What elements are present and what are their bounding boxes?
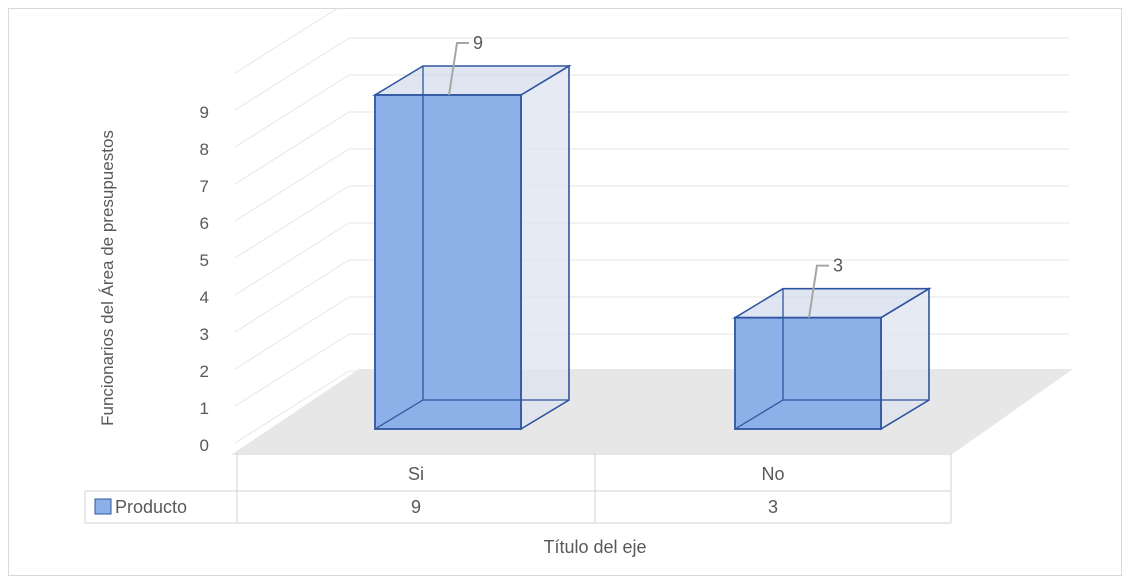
y-tick-label: 5 <box>200 251 209 270</box>
bar-front <box>374 94 522 430</box>
y-tick-label: 8 <box>200 140 209 159</box>
bar-no <box>732 287 932 431</box>
bars <box>372 64 932 431</box>
gridline-side <box>234 0 350 74</box>
data-label: 3 <box>833 256 843 276</box>
bar-si <box>372 64 572 431</box>
chart-frame: 0 1 2 3 4 5 6 7 8 9 Funcionarios del Área de pres… <box>8 0 1122 576</box>
category-label: No <box>761 464 784 484</box>
data-label-leader <box>448 42 469 96</box>
y-tick-label: 4 <box>200 288 209 307</box>
gridline-side <box>234 37 350 111</box>
gridline-side <box>234 296 350 370</box>
gridline-side <box>234 370 350 444</box>
gridline-side <box>234 111 350 185</box>
y-tick-label: 2 <box>200 362 209 381</box>
y-tick-label: 7 <box>200 177 209 196</box>
y-tick-label: 1 <box>200 399 209 418</box>
legend-swatch <box>94 498 112 515</box>
y-axis-label: Funcionarios del Área de presupuestos <box>98 130 117 426</box>
chart-floor <box>231 369 1073 455</box>
data-label: 9 <box>473 33 483 53</box>
data-label-leader <box>808 264 829 318</box>
gridline-side <box>234 185 350 259</box>
category-label: Si <box>408 464 424 484</box>
x-axis-label: Título del eje <box>543 537 646 557</box>
gridline-side <box>234 259 350 333</box>
y-tick-label: 0 <box>200 436 209 455</box>
bar-front <box>734 316 882 430</box>
data-table: Si 9 No 3 Producto <box>84 453 952 524</box>
data-labels: 93 <box>448 33 843 318</box>
bar-back-edges <box>734 288 929 430</box>
y-tick-label: 9 <box>200 103 209 122</box>
bar-back-edges <box>374 66 569 430</box>
gridline-side <box>234 148 350 222</box>
table-value: 3 <box>768 497 778 517</box>
y-tick-label: 3 <box>200 325 209 344</box>
gridline-side <box>234 333 350 407</box>
bar-side <box>520 64 570 431</box>
chart-svg: 0 1 2 3 4 5 6 7 8 9 Funcionarios del Área de pres… <box>84 0 1073 557</box>
table-value: 9 <box>411 497 421 517</box>
gridline-side <box>234 222 350 296</box>
y-tick-label: 6 <box>200 214 209 233</box>
y-axis-ticks: 0 1 2 3 4 5 6 7 8 9 <box>200 103 209 455</box>
gridline-side <box>234 74 350 148</box>
series-name: Producto <box>115 497 187 517</box>
